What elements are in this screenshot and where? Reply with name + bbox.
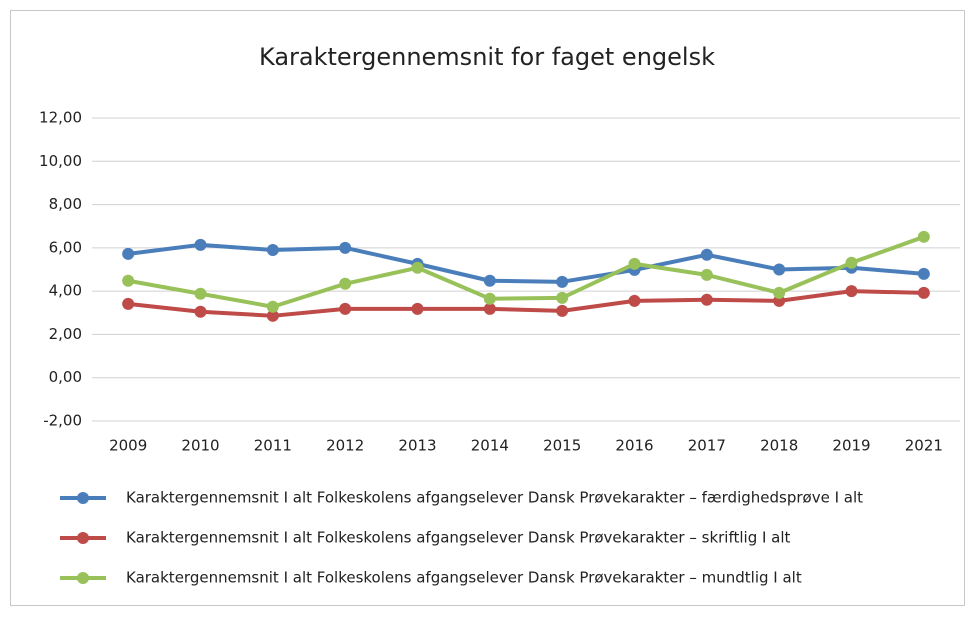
x-tick-label: 2011 xyxy=(254,437,292,455)
data-point xyxy=(628,294,641,307)
data-point xyxy=(411,261,424,274)
y-tick-label: 10,00 xyxy=(39,152,82,170)
x-tick-label: 2017 xyxy=(688,437,726,455)
data-point xyxy=(194,305,207,318)
x-tick-label: 2010 xyxy=(181,437,219,455)
y-tick-label: 6,00 xyxy=(49,238,82,256)
data-point xyxy=(628,257,641,270)
x-tick-label: 2015 xyxy=(543,437,581,455)
data-point xyxy=(556,291,569,304)
data-point xyxy=(556,275,569,288)
x-tick-label: 2014 xyxy=(471,437,509,455)
legend-marker xyxy=(77,532,89,544)
series-line xyxy=(127,242,924,284)
data-point xyxy=(339,241,352,254)
data-point xyxy=(483,274,496,287)
x-tick-label: 2016 xyxy=(615,437,653,455)
y-tick-label: 2,00 xyxy=(49,325,82,343)
data-point xyxy=(700,268,713,281)
data-point xyxy=(266,309,279,322)
x-tick-label: 2021 xyxy=(905,437,943,455)
data-point xyxy=(773,263,786,276)
x-tick-label: 2009 xyxy=(109,437,147,455)
legend-marker xyxy=(77,492,89,504)
legend-label: Karaktergennemsnit I alt Folkeskolens af… xyxy=(126,489,863,507)
data-point xyxy=(266,244,279,257)
legend-label: Karaktergennemsnit I alt Folkeskolens af… xyxy=(126,529,791,547)
data-point xyxy=(917,230,930,243)
series-line xyxy=(127,289,924,318)
data-point xyxy=(194,238,207,251)
data-point xyxy=(845,285,858,298)
y-tick-label: 12,00 xyxy=(39,109,82,127)
data-point xyxy=(917,267,930,280)
data-point xyxy=(122,247,135,260)
data-point xyxy=(339,302,352,315)
data-point xyxy=(556,304,569,317)
y-tick-label: -2,00 xyxy=(43,412,82,430)
data-point xyxy=(122,297,135,310)
data-point xyxy=(845,256,858,269)
x-tick-label: 2013 xyxy=(398,437,436,455)
y-tick-label: 0,00 xyxy=(49,368,82,386)
x-tick-label: 2018 xyxy=(760,437,798,455)
data-point xyxy=(917,286,930,299)
x-tick-label: 2012 xyxy=(326,437,364,455)
data-point xyxy=(700,248,713,261)
y-tick-label: 4,00 xyxy=(49,282,82,300)
legend-marker xyxy=(77,572,89,584)
data-point xyxy=(483,302,496,315)
data-point xyxy=(266,300,279,313)
series-line xyxy=(127,234,925,309)
data-point xyxy=(700,293,713,306)
data-point xyxy=(194,287,207,300)
data-point xyxy=(122,274,135,287)
x-tick-label: 2019 xyxy=(832,437,870,455)
data-point xyxy=(483,292,496,305)
chart-title: Karaktergennemsnit for faget engelsk xyxy=(259,43,715,71)
legend-label: Karaktergennemsnit I alt Folkeskolens af… xyxy=(126,569,802,587)
y-tick-label: 8,00 xyxy=(49,195,82,213)
data-point xyxy=(773,286,786,299)
data-point xyxy=(411,302,424,315)
data-point xyxy=(339,277,352,290)
